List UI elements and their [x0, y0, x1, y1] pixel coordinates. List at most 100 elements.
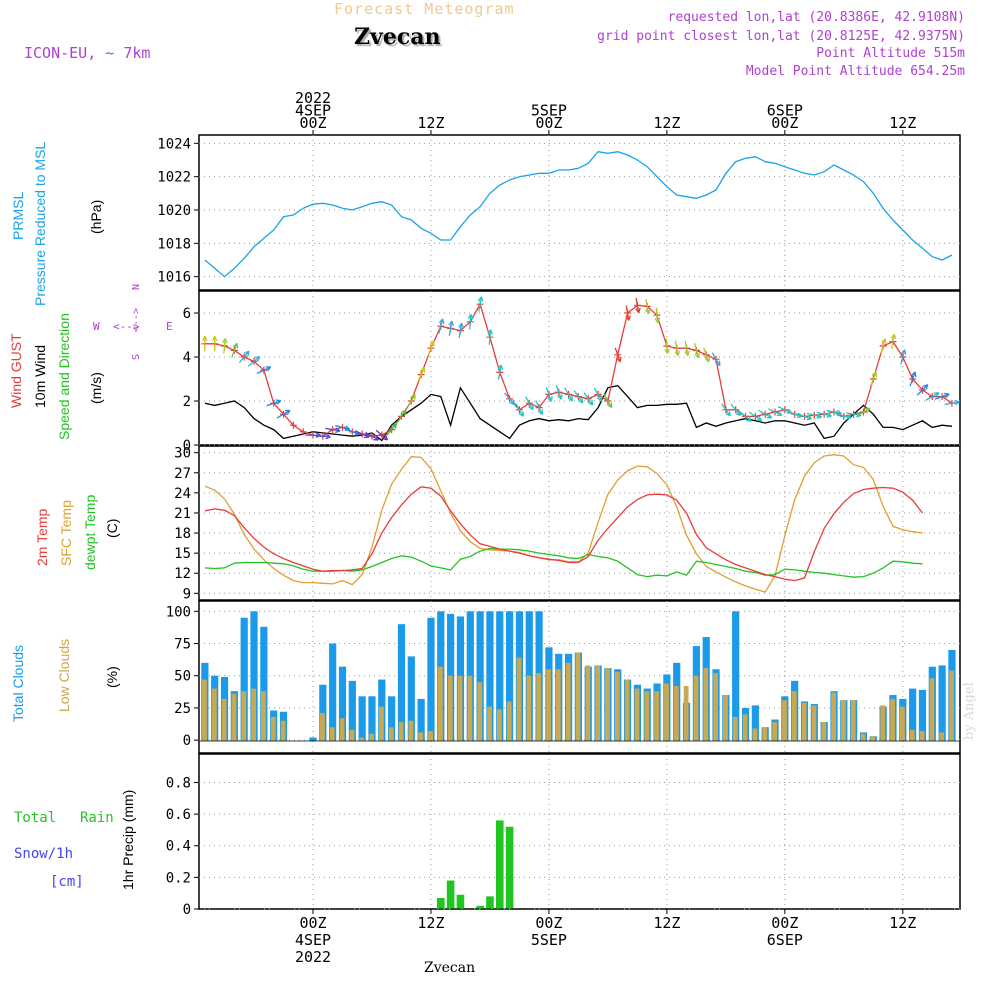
wind-direction-arrow: [603, 394, 613, 408]
wind-direction-arrow: [806, 412, 822, 418]
wind-direction-arrow: [684, 340, 689, 356]
x-tick-label-top: 00Z: [771, 114, 798, 132]
wind-direction-arrow: [856, 407, 871, 417]
y-tick-label: 24: [174, 486, 191, 502]
low-cloud-bar: [506, 701, 512, 741]
wind-arrow-head: [458, 322, 464, 329]
rain-bar: [476, 905, 484, 909]
wind-arrow-head: [202, 336, 208, 342]
wind-arrow-head: [587, 399, 594, 406]
low-cloud-bar: [644, 691, 650, 741]
wind-arrow-head: [954, 399, 960, 406]
rain-bar: [446, 880, 455, 909]
wind-arrow-head: [846, 414, 852, 420]
wind-arrow-head: [373, 435, 380, 441]
low-cloud-bar: [526, 675, 532, 741]
point-altitude: Point Altitude 515m: [816, 46, 965, 61]
y-tick-label: 0: [183, 902, 191, 918]
y-tick-label: 50: [174, 669, 191, 685]
wind-arrow-head: [419, 367, 426, 373]
wind-direction-arrow: [468, 314, 472, 330]
low-cloud-bar: [221, 698, 227, 741]
low-cloud-bar: [723, 695, 728, 741]
wind-direction-arrow: [396, 409, 407, 423]
rain-bar: [495, 820, 504, 909]
wind-direction-arrow: [891, 334, 895, 350]
wind-direction-arrow: [555, 384, 562, 400]
low-cloud-bar: [565, 662, 571, 741]
total-cloud-bar: [909, 688, 917, 741]
wind-direction-arrow: [545, 387, 553, 402]
total-cloud-bar: [319, 684, 327, 741]
wind-arrow-head: [644, 308, 651, 315]
low-cloud-bar: [890, 698, 895, 741]
x-tick-label-bottom: 12Z: [889, 914, 916, 932]
snow-unit: [cm]: [50, 874, 84, 890]
low-cloud-bar: [673, 686, 679, 741]
wind-arrow-head: [448, 320, 455, 326]
low-cloud-bar: [329, 727, 335, 741]
x-tick-label-bottom: 2022: [295, 948, 331, 966]
wind-arrow-head: [597, 395, 603, 402]
wind-direction-arrow: [315, 434, 331, 438]
wind-arrow-head: [487, 329, 494, 335]
y-tick-label: 100: [166, 604, 191, 620]
wind-direction-arrow: [787, 411, 802, 418]
low-cloud-bar: [732, 716, 738, 741]
total-rain-label-a: Total: [14, 810, 57, 826]
low-cloud-bar: [821, 722, 827, 741]
low-cloud-bar: [447, 675, 453, 741]
y-tick-label: 18: [174, 526, 191, 542]
wind-direction-arrow: [880, 338, 886, 354]
total-cloud-bar: [260, 626, 268, 741]
wind-arrow-head: [911, 371, 917, 377]
total-cloud-bar: [918, 689, 927, 741]
y-tick-label: 4: [183, 350, 191, 366]
wind-arrow-head: [616, 356, 622, 363]
wind-direction-arrow: [438, 318, 444, 334]
temp2m-line: [204, 486, 924, 582]
wind-arrow-head: [401, 409, 407, 416]
low-cloud-bar: [585, 665, 591, 741]
y-tick-label: 15: [174, 546, 191, 562]
low-cloud-bar: [909, 729, 915, 741]
wind-arrow-head: [335, 427, 341, 433]
wind-direction-arrow: [325, 427, 341, 432]
total-cloud-bar: [732, 611, 740, 741]
low-cloud-bar: [270, 716, 276, 741]
wind-arrow-head: [900, 349, 907, 355]
x-tick-label-top: 12Z: [889, 114, 916, 132]
low-cloud-bar: [772, 722, 778, 741]
x-tick-label-bottom: 00Z: [535, 914, 562, 932]
wind-arrow-head: [232, 342, 239, 349]
wind-direction-arrow: [614, 347, 621, 363]
low-cloud-bar: [487, 706, 492, 741]
low-cloud-bar: [919, 731, 925, 741]
y-tick-label: 1022: [157, 170, 191, 186]
low-cloud-bar: [782, 700, 787, 741]
wind-direction-arrow: [406, 394, 416, 408]
wind-arrow-head: [607, 402, 613, 409]
wind-arrow-head: [654, 317, 661, 324]
x-tick-label-top: 00Z: [535, 114, 562, 132]
low-cloud-bar: [251, 688, 257, 741]
wind-speed-line: [204, 384, 953, 442]
y-tick-label: 1016: [157, 270, 191, 286]
y-tick-label: 0.4: [166, 839, 191, 855]
wind-direction-arrow: [758, 409, 773, 419]
low-cloud-bar: [202, 679, 207, 741]
low-cloud-bar: [408, 720, 414, 741]
low-cloud-bar: [428, 731, 433, 741]
panel-frame-0: [198, 134, 961, 291]
wind-arrow-head: [864, 407, 871, 413]
wind-arrow-head: [410, 393, 416, 400]
x-tick-label-top: 12Z: [653, 114, 680, 132]
sfc-temp-line: [204, 454, 923, 593]
wind-direction-arrow: [767, 408, 783, 416]
low-cloud-bar: [398, 722, 404, 741]
wind-arrow-head: [254, 355, 261, 362]
low-cloud-bar: [752, 728, 758, 741]
wind-arrow-head: [766, 413, 773, 419]
wind-direction-arrow: [386, 423, 397, 436]
